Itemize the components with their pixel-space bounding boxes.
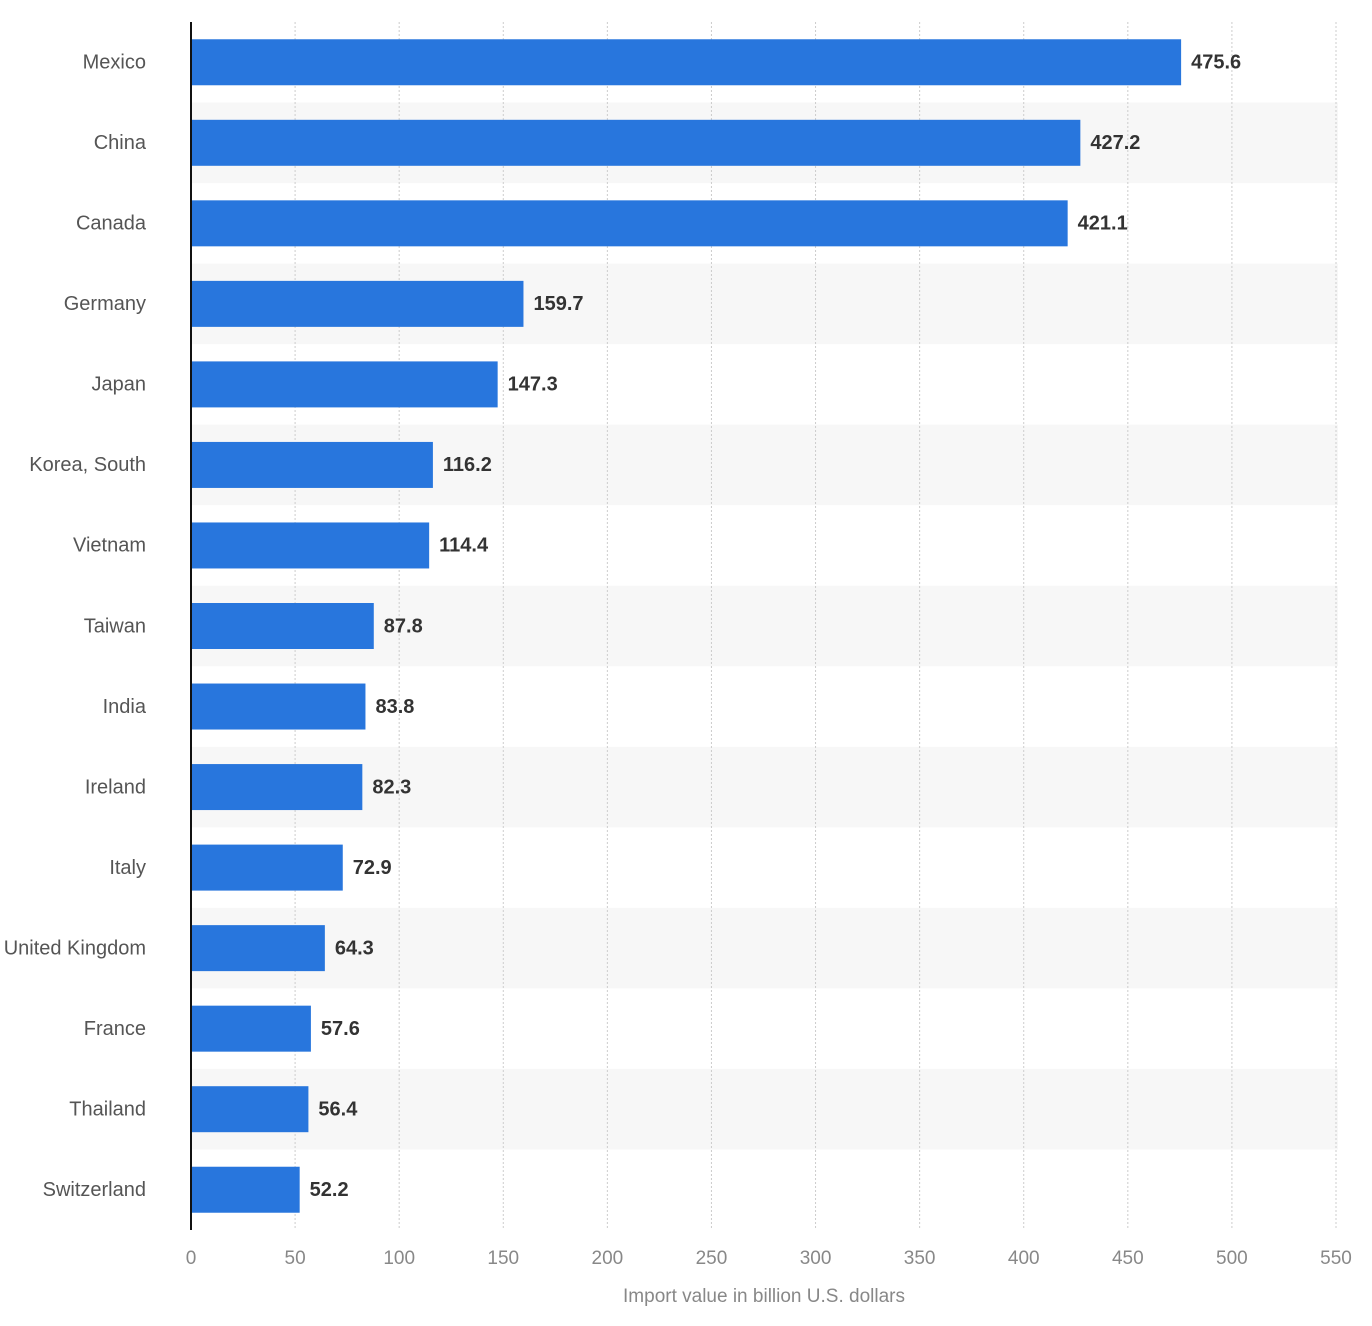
y-tick-label: Taiwan (84, 615, 146, 637)
value-label: 57.6 (321, 1018, 360, 1040)
y-tick-label: Korea, South (29, 454, 146, 476)
value-label: 116.2 (443, 454, 492, 476)
value-label: 72.9 (353, 857, 392, 879)
bar (191, 925, 325, 972)
y-tick-label: China (94, 132, 147, 154)
row-stripe (191, 585, 1338, 667)
bar (191, 764, 363, 811)
x-tick-label: 350 (904, 1248, 936, 1269)
x-tick-label: 300 (800, 1248, 832, 1269)
row-stripe (191, 907, 1338, 989)
bar (191, 522, 430, 569)
y-tick-label: France (84, 1018, 146, 1040)
bar (191, 200, 1068, 247)
value-label: 87.8 (384, 615, 423, 637)
bar (191, 361, 498, 408)
value-label: 114.4 (439, 535, 489, 557)
value-label: 159.7 (533, 293, 583, 315)
y-tick-label: India (103, 696, 147, 718)
x-tick-label: 400 (1008, 1248, 1040, 1269)
bar (191, 1166, 300, 1213)
x-axis-title: Import value in billion U.S. dollars (623, 1286, 905, 1307)
row-stripe (191, 746, 1338, 828)
y-tick-label: Thailand (69, 1098, 146, 1120)
value-label: 427.2 (1090, 132, 1140, 154)
y-tick-label: Germany (64, 293, 146, 315)
y-tick-label: Ireland (85, 776, 146, 798)
y-tick-label: United Kingdom (4, 937, 146, 959)
bar (191, 39, 1182, 86)
x-tick-label: 0 (186, 1248, 197, 1269)
y-tick-label: Italy (109, 857, 146, 879)
bar (191, 119, 1081, 166)
y-tick-label: Canada (76, 213, 147, 235)
value-label: 83.8 (375, 696, 414, 718)
value-label: 56.4 (318, 1098, 358, 1120)
value-label: 475.6 (1191, 52, 1241, 74)
x-tick-label: 50 (285, 1248, 306, 1269)
value-label: 64.3 (335, 937, 374, 959)
y-tick-label: Mexico (83, 52, 146, 74)
x-tick-label: 200 (592, 1248, 624, 1269)
bar (191, 1086, 309, 1133)
bar (191, 683, 366, 730)
y-tick-label: Switzerland (43, 1179, 146, 1201)
y-tick-label: Japan (92, 374, 147, 396)
x-tick-label: 500 (1216, 1248, 1248, 1269)
value-label: 147.3 (508, 374, 558, 396)
value-label: 52.2 (310, 1179, 349, 1201)
y-tick-label: Vietnam (73, 535, 146, 557)
x-tick-label: 550 (1320, 1248, 1352, 1269)
bar (191, 603, 374, 649)
bar (191, 441, 433, 488)
bar (191, 1005, 311, 1052)
x-tick-label: 250 (696, 1248, 728, 1269)
x-tick-label: 150 (487, 1248, 519, 1269)
x-tick-label: 450 (1112, 1248, 1144, 1269)
row-stripe (191, 1068, 1338, 1150)
bar (191, 844, 343, 891)
bar (191, 280, 524, 327)
value-label: 421.1 (1078, 213, 1128, 235)
x-tick-label: 100 (383, 1248, 415, 1269)
value-label: 82.3 (372, 776, 411, 798)
